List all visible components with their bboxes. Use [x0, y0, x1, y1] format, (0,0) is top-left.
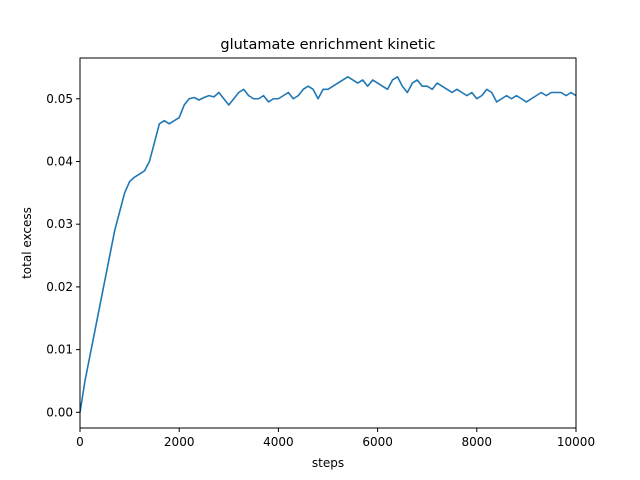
y-tick-label: 0.03 [46, 217, 73, 231]
x-tick-label: 2000 [164, 435, 195, 449]
chart-title: glutamate enrichment kinetic [220, 37, 435, 53]
y-tick-label: 0.00 [46, 405, 73, 419]
y-axis: 0.00 0.01 0.02 0.03 0.04 0.05 [46, 92, 80, 419]
axes-frame [79, 57, 577, 429]
x-tick-label: 8000 [462, 435, 493, 449]
y-tick-label: 0.05 [46, 92, 73, 106]
x-tick-label: 0 [76, 435, 84, 449]
x-axis-label: steps [312, 456, 344, 470]
x-tick-label: 6000 [362, 435, 393, 449]
x-tick-label: 4000 [263, 435, 294, 449]
y-tick-label: 0.04 [46, 154, 73, 168]
y-tick-label: 0.02 [46, 280, 73, 294]
x-tick-label: 10000 [557, 435, 595, 449]
x-axis: 0 2000 4000 6000 8000 10000 [76, 428, 595, 449]
series-line [79, 76, 577, 413]
y-tick-label: 0.01 [46, 343, 73, 357]
y-axis-label: total excess [20, 207, 34, 279]
plot-area [79, 76, 577, 413]
